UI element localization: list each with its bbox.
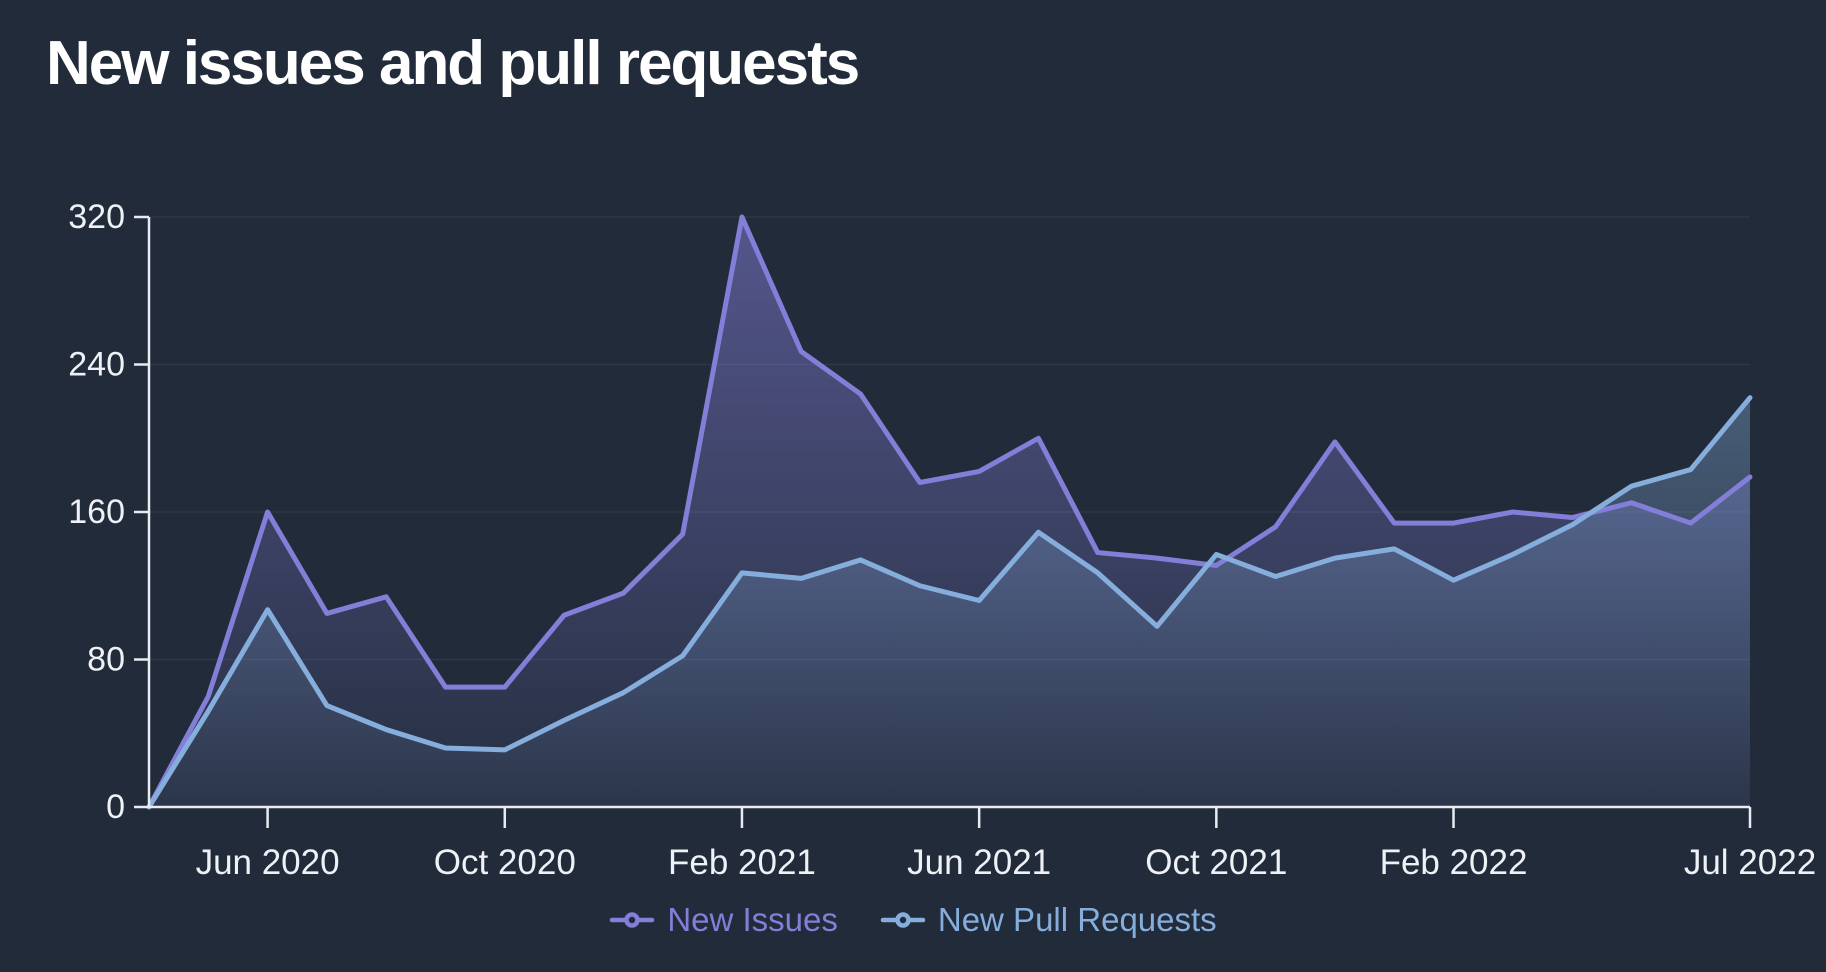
x-tick-label: Oct 2020 <box>434 843 576 882</box>
page-title: New issues and pull requests <box>46 29 860 98</box>
y-tick-label: 80 <box>87 641 125 679</box>
legend-item-new-issues[interactable]: New Issues <box>609 901 838 939</box>
legend-marker-new-pull-requests-icon <box>880 912 926 928</box>
series-area-new-pull-requests <box>149 397 1750 807</box>
x-tick-label: Jun 2020 <box>196 843 340 882</box>
y-tick-label: 240 <box>68 346 125 384</box>
legend-marker-new-issues-icon <box>610 912 655 928</box>
x-tick-label: Oct 2021 <box>1145 843 1287 882</box>
legend-label-new-pull-requests: New Pull Requests <box>937 901 1217 938</box>
legend-label-new-issues: New Issues <box>667 901 838 938</box>
series-line-new-issues <box>146 214 1753 810</box>
x-tick-label: Feb 2022 <box>1380 843 1528 882</box>
y-tick-label: 0 <box>106 788 125 826</box>
chart-legend: New Issues New Pull Requests <box>0 901 1826 939</box>
x-tick-label: Feb 2021 <box>668 843 816 882</box>
series-line-new-pull-requests <box>146 395 1753 810</box>
y-tick-label: 320 <box>68 198 125 236</box>
legend-item-new-pull-requests[interactable]: New Pull Requests <box>880 901 1217 939</box>
x-tick-label: Jun 2021 <box>907 843 1051 882</box>
y-tick-label: 160 <box>68 493 125 531</box>
x-tick-label: Jul 2022 <box>1684 843 1816 882</box>
